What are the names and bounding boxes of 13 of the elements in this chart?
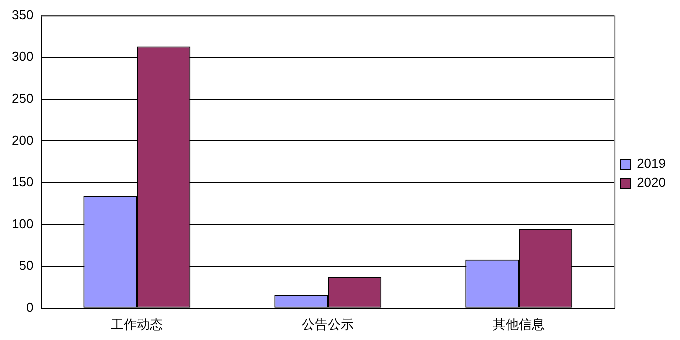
y-tick-label: 150 [12, 174, 34, 190]
y-tick-label: 100 [12, 216, 34, 232]
x-tick-label: 公告公示 [302, 316, 354, 332]
y-tick-label: 300 [12, 49, 34, 64]
y-tick-label: 250 [12, 90, 34, 106]
legend-label: 2020 [637, 175, 666, 190]
y-tick-label: 50 [19, 258, 34, 274]
y-tick-label: 350 [12, 7, 34, 22]
y-tick-label: 0 [26, 300, 34, 315]
x-tick-label: 工作动态 [111, 316, 164, 332]
legend-label: 2019 [637, 156, 666, 172]
x-tick-label: 其他信息 [493, 316, 546, 332]
y-tick-label: 200 [12, 132, 34, 148]
